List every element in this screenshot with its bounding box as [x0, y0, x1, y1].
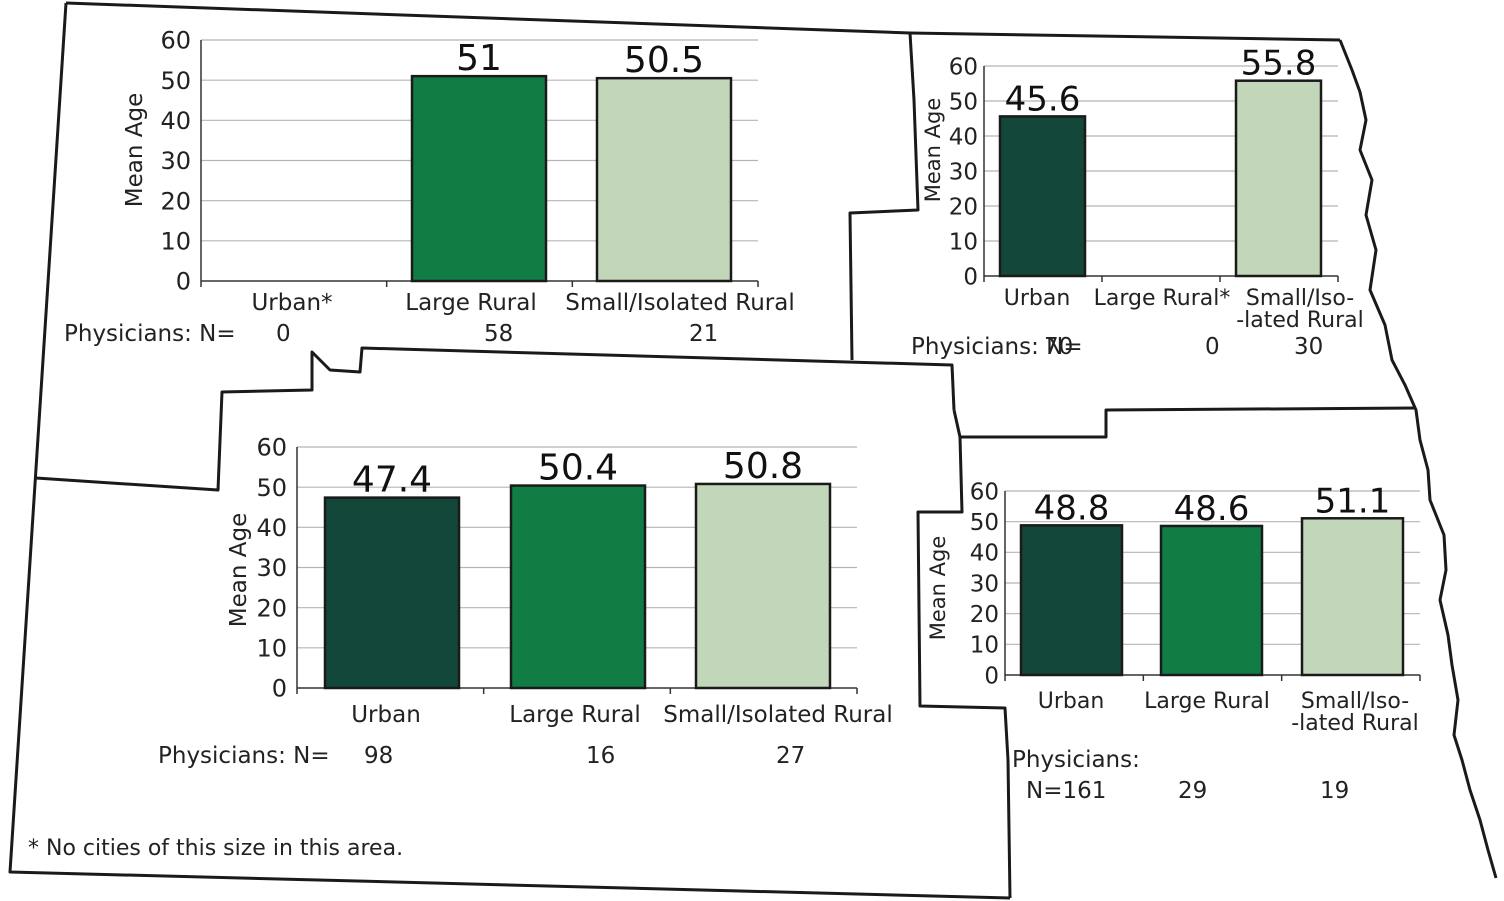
y-tick-label: 20	[970, 602, 999, 628]
physicians-n-urban: N=161	[1026, 778, 1107, 804]
physicians-n-label: Physicians: N=	[158, 743, 330, 769]
y-tick-label: 50	[160, 67, 191, 95]
data-label: 47.4	[352, 460, 432, 501]
bar	[509, 484, 647, 690]
y-tick-label: 0	[272, 675, 287, 703]
data-label: 48.6	[1174, 489, 1250, 529]
y-axis-label: Mean Age	[122, 93, 148, 207]
data-label: 48.8	[1034, 488, 1110, 528]
y-tick-label: 40	[949, 124, 978, 150]
physicians-n-small-rural: 21	[689, 321, 719, 347]
x-category-label: Large Rural*	[1094, 286, 1231, 311]
bar	[1159, 524, 1264, 677]
x-category-label: Small/Isolated Rural	[565, 290, 795, 316]
y-tick-label: 0	[984, 663, 999, 689]
physicians-n-large-rural: 16	[586, 743, 616, 769]
y-axis-label: Mean Age	[921, 98, 945, 203]
y-tick-label: 30	[970, 571, 999, 597]
y-tick-label: 10	[256, 634, 287, 662]
y-tick-label: 0	[176, 268, 191, 296]
y-tick-label: 60	[160, 27, 191, 55]
bar	[1019, 524, 1124, 677]
x-category-label: Small/Iso--lated Rural	[1291, 689, 1419, 736]
physicians-n-urban: 70	[1044, 334, 1074, 360]
bar	[998, 115, 1087, 278]
y-tick-label: 60	[970, 479, 999, 505]
data-label: 50.5	[624, 40, 704, 81]
data-label: 55.8	[1241, 44, 1317, 84]
x-category-label: Large Rural	[509, 702, 641, 728]
data-label: 45.6	[1005, 79, 1081, 119]
y-tick-label: 40	[970, 541, 999, 567]
footnote: * No cities of this size in this area.	[28, 836, 404, 861]
y-tick-label: 40	[160, 107, 191, 135]
y-tick-label: 50	[970, 510, 999, 536]
x-category-label: Small/Isolated Rural	[663, 702, 893, 728]
x-category-label: Small/Iso--lated Rural	[1236, 286, 1364, 333]
y-axis-label: Mean Age	[226, 513, 252, 627]
x-category-label: Urban	[1004, 286, 1071, 311]
bar	[1234, 79, 1323, 278]
physicians-n-urban: 0	[276, 321, 291, 347]
bar	[323, 496, 461, 690]
y-tick-label: 30	[256, 554, 287, 582]
y-tick-label: 50	[949, 89, 978, 115]
physicians-n-label: Physicians: N=	[911, 334, 1083, 360]
data-label: 50.4	[538, 448, 618, 489]
data-label: 51	[456, 38, 502, 79]
y-tick-label: 10	[970, 633, 999, 659]
physicians-n-small-rural: 27	[776, 743, 806, 769]
physicians-n-large-rural: 0	[1205, 334, 1220, 360]
y-tick-label: 60	[256, 434, 287, 462]
x-category-label: Urban	[351, 702, 421, 728]
physicians-n-small-rural: 30	[1294, 334, 1324, 360]
bar	[694, 482, 832, 690]
physicians-n-urban: 98	[364, 743, 394, 769]
y-tick-label: 10	[949, 229, 978, 255]
physicians-n-label: Physicians: N=	[64, 321, 236, 347]
y-tick-label: 30	[160, 147, 191, 175]
data-label: 50.8	[723, 446, 803, 487]
x-category-label: Urban	[1038, 689, 1105, 714]
x-category-label: Large Rural	[1144, 689, 1270, 714]
physicians-n-large-rural: 29	[1178, 778, 1208, 804]
x-category-label: Urban*	[251, 290, 332, 316]
y-tick-label: 20	[256, 594, 287, 622]
y-tick-label: 60	[949, 54, 978, 80]
bar	[1300, 517, 1405, 677]
bar	[595, 76, 733, 283]
x-category-label: Large Rural	[405, 290, 537, 316]
bar	[410, 74, 548, 283]
y-tick-label: 40	[256, 514, 287, 542]
y-tick-label: 10	[160, 227, 191, 255]
y-tick-label: 20	[949, 194, 978, 220]
y-axis-label: Mean Age	[926, 536, 950, 641]
y-tick-label: 0	[963, 264, 978, 290]
y-tick-label: 30	[949, 159, 978, 185]
physicians-n-large-rural: 58	[484, 321, 514, 347]
y-tick-label: 20	[160, 187, 191, 215]
physicians-n-label: Physicians:	[1012, 747, 1140, 773]
physicians-n-small-rural: 19	[1320, 778, 1350, 804]
data-label: 51.1	[1315, 481, 1391, 521]
y-tick-label: 50	[256, 474, 287, 502]
